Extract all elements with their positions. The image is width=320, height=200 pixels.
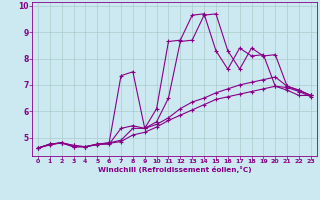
X-axis label: Windchill (Refroidissement éolien,°C): Windchill (Refroidissement éolien,°C)	[98, 166, 251, 173]
